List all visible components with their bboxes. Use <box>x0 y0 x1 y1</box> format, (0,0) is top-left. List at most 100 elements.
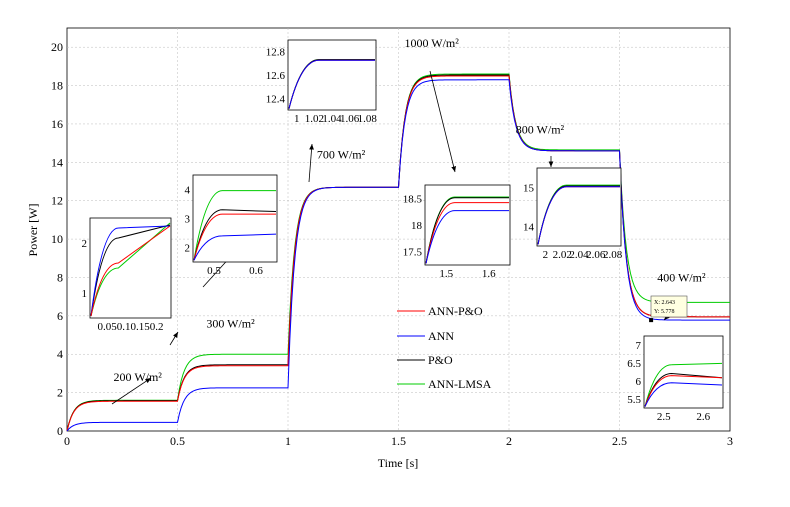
annotation-arrow <box>169 331 179 346</box>
inset-x-tick: 1.02 <box>305 113 324 125</box>
inset-y-tick: 12.4 <box>266 93 286 105</box>
datatip-marker <box>649 318 654 323</box>
inset-x-tick: 0.5 <box>207 265 221 277</box>
datatip-x: X: 2.643 <box>654 300 675 306</box>
inset-frame <box>643 335 724 409</box>
legend-label-ann-po: ANN-P&O <box>428 304 483 318</box>
y-tick-label: 0 <box>57 424 63 438</box>
inset-x-tick: 1.6 <box>482 268 496 280</box>
inset-trace <box>193 233 277 261</box>
legend: ANN-P&O ANN P&O ANN-LMSA <box>397 304 492 391</box>
inset-trace <box>537 186 620 245</box>
inset-y-tick: 1 <box>82 288 88 300</box>
inset-300: 2 3 4 0.5 0.6 <box>185 174 278 277</box>
x-axis-label: Time [s] <box>378 456 419 470</box>
inset-y-tick: 3 <box>185 214 191 226</box>
irradiance-label: 800 W/m² <box>516 123 565 137</box>
inset-x-tick: 1.06 <box>340 113 360 125</box>
inset-y-tick: 7 <box>636 340 642 352</box>
y-tick-label: 6 <box>57 309 63 323</box>
inset-x-tick: 2 <box>543 249 549 261</box>
inset-x-tick: 0.6 <box>249 265 263 277</box>
x-tick-label: 0 <box>64 434 70 448</box>
inset-x-tick: 1.04 <box>322 113 342 125</box>
y-tick-label: 12 <box>51 194 63 208</box>
inset-x-tick: 2.6 <box>696 411 710 423</box>
y-tick-label: 10 <box>51 232 63 246</box>
inset-x-tick: 0.050.10.150.2 <box>98 321 164 333</box>
inset-x-tick: 2.04 <box>569 249 589 261</box>
x-tick-label: 0.5 <box>170 434 185 448</box>
inset-x-tick: 2.08 <box>603 249 623 261</box>
inset-y-tick: 15 <box>523 183 535 195</box>
legend-label-ann-lmsa: ANN-LMSA <box>428 377 492 391</box>
y-tick-label: 4 <box>57 347 63 361</box>
inset-trace <box>425 210 509 264</box>
inset-y-tick: 17.5 <box>403 247 423 259</box>
y-tick-label: 16 <box>51 117 63 131</box>
inset-y-tick: 14 <box>523 222 535 234</box>
legend-label-ann: ANN <box>428 329 454 343</box>
inset-700: 12.4 12.6 12.8 1 1.021.041.061.08 <box>266 39 378 125</box>
inset-200: 1 2 0.050.10.150.2 <box>82 217 172 333</box>
inset-frame <box>192 174 278 263</box>
annotation-arrow <box>429 70 456 173</box>
inset-x-tick: 2.06 <box>586 249 606 261</box>
datatip-box <box>650 295 688 318</box>
inset-x-tick: 1.08 <box>358 113 378 125</box>
inset-trace <box>644 375 723 407</box>
inset-y-tick: 18.5 <box>403 193 423 205</box>
y-axis-label: Power [W] <box>26 204 40 257</box>
inset-y-tick: 4 <box>185 185 191 197</box>
inset-trace <box>90 225 171 317</box>
inset-trace <box>644 382 723 407</box>
inset-trace <box>288 59 375 109</box>
y-tick-label: 18 <box>51 79 63 93</box>
datatip[interactable]: X: 2.643 Y: 5.778 <box>649 295 688 323</box>
y-tick-label: 20 <box>51 40 63 54</box>
x-tick-label: 2.5 <box>612 434 627 448</box>
inset-x-tick: 1 <box>294 113 300 125</box>
inset-800: 14 15 2 2.022.042.062.08 <box>523 167 623 261</box>
x-tick-label: 2 <box>506 434 512 448</box>
irradiance-label: 200 W/m² <box>114 370 163 384</box>
inset-trace <box>90 225 171 317</box>
x-tick-label: 1.5 <box>391 434 406 448</box>
inset-y-tick: 12.6 <box>266 70 286 82</box>
inset-x-tick: 2.5 <box>657 411 671 423</box>
inset-y-tick: 5.5 <box>627 394 641 406</box>
y-tick-label: 14 <box>51 155 63 169</box>
irradiance-label: 300 W/m² <box>206 316 255 330</box>
inset-400: 5.5 6 6.5 7 2.5 2.6 <box>627 335 724 423</box>
inset-y-tick: 2 <box>185 243 191 255</box>
annotation-arrow <box>111 377 152 405</box>
series-line-ann <box>66 79 730 432</box>
inset-y-tick: 6.5 <box>627 358 641 370</box>
inset-1000: 17.5 18 18.5 1.5 1.6 <box>403 184 511 280</box>
inset-x-tick: 1.5 <box>439 268 453 280</box>
inset-trace <box>193 190 276 261</box>
x-tick-label: 1 <box>285 434 291 448</box>
inset-y-tick: 6 <box>636 376 642 388</box>
annotations: 200 W/m² 300 W/m² 700 W/m² 1000 W/m² 800 W/m… <box>114 36 706 384</box>
inset-trace <box>193 213 276 261</box>
inset-y-tick: 2 <box>82 238 88 250</box>
y-tick-label: 2 <box>57 386 63 400</box>
legend-label-po: P&O <box>428 353 453 367</box>
y-tick-label: 8 <box>57 270 63 284</box>
inset-frame <box>424 184 511 266</box>
series-group <box>66 73 730 432</box>
inset-trace <box>644 362 723 407</box>
datatip-y: Y: 5.778 <box>654 309 674 315</box>
irradiance-label: 400 W/m² <box>657 270 706 284</box>
annotation-arrow <box>308 143 314 183</box>
inset-y-tick: 18 <box>411 220 423 232</box>
inset-y-tick: 12.8 <box>266 47 286 59</box>
inset-frame <box>536 167 622 247</box>
insets: 1 2 0.050.10.150.2 2 3 4 0.5 0.6 12.4 12.6 12.8 1 1.… <box>82 39 724 423</box>
inset-x-tick: 2.02 <box>553 249 572 261</box>
irradiance-label: 1000 W/m² <box>404 36 459 50</box>
